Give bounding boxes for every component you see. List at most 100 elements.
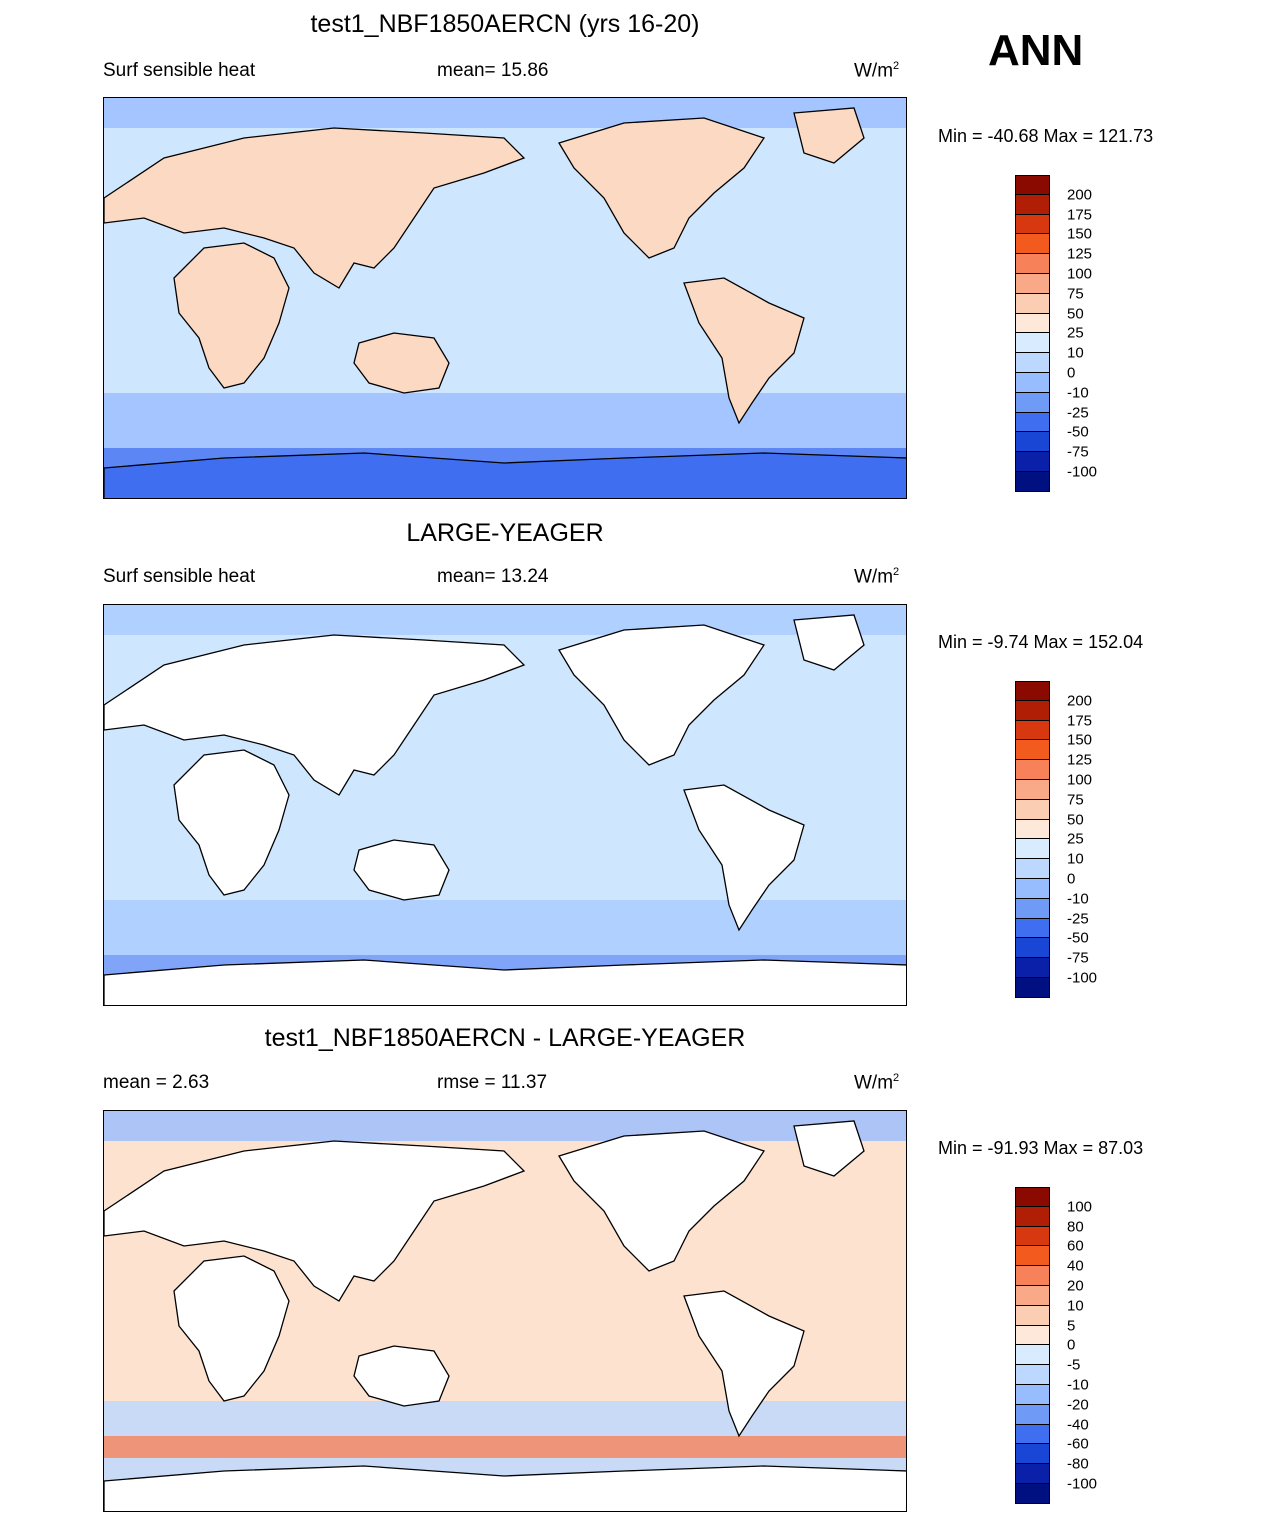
panel-2-map bbox=[103, 604, 907, 1006]
colorbar-box bbox=[1015, 799, 1050, 820]
colorbar-level-label: 50 bbox=[1067, 811, 1084, 829]
colorbar-level-label: -100 bbox=[1067, 463, 1098, 481]
panel-2-minmax: Min = -9.74 Max = 152.04 bbox=[938, 632, 1144, 652]
panel-1-colorbar: 200 175 150 125 100 75 50 25 10 0 -10 -25 -50 -75 -100 bbox=[1015, 175, 1097, 492]
colorbar-level-label: 25 bbox=[1067, 324, 1084, 342]
colorbar-level-label: -75 bbox=[1067, 443, 1089, 461]
field-band bbox=[104, 1111, 906, 1141]
colorbar-level-label: -40 bbox=[1067, 1416, 1089, 1434]
colorbar-box bbox=[1015, 740, 1050, 761]
panel-2-units: W/m2 bbox=[854, 566, 900, 588]
colorbar-box bbox=[1015, 432, 1050, 453]
colorbar-box bbox=[1015, 1325, 1050, 1346]
continent-outline bbox=[558, 1130, 766, 1272]
continent-outline bbox=[793, 107, 865, 164]
colorbar-box bbox=[1015, 1305, 1050, 1326]
colorbar-box bbox=[1015, 254, 1050, 274]
continent-outline bbox=[683, 277, 805, 425]
colorbar-level-label: 20 bbox=[1067, 1277, 1084, 1295]
colorbar-box bbox=[1015, 760, 1050, 780]
colorbar-level-label: -50 bbox=[1067, 423, 1089, 441]
colorbar-level-label: 200 bbox=[1067, 186, 1093, 204]
colorbar-level-label: 200 bbox=[1067, 692, 1093, 710]
colorbar-box bbox=[1015, 1286, 1050, 1306]
continent-outline bbox=[793, 614, 865, 671]
colorbar-level-label: -10 bbox=[1067, 384, 1089, 402]
continent-outline bbox=[173, 242, 290, 389]
colorbar-level-label: 25 bbox=[1067, 830, 1084, 848]
panel-1-minmax: Min = -40.68 Max = 121.73 bbox=[938, 126, 1154, 146]
colorbar-box bbox=[1015, 175, 1050, 195]
colorbar-level-label: 100 bbox=[1067, 1198, 1093, 1216]
colorbar-box bbox=[1015, 879, 1050, 899]
colorbar-box bbox=[1015, 859, 1050, 879]
continent-outline bbox=[104, 1140, 526, 1302]
colorbar-box bbox=[1015, 373, 1050, 393]
panel-3-minmax: Min = -91.93 Max = 87.03 bbox=[938, 1138, 1144, 1158]
colorbar-box bbox=[1015, 1424, 1050, 1445]
colorbar-level-label: 100 bbox=[1067, 265, 1093, 283]
colorbar-box bbox=[1015, 452, 1050, 472]
colorbar-level-label: 80 bbox=[1067, 1218, 1084, 1236]
colorbar-box bbox=[1015, 898, 1050, 919]
field-band bbox=[104, 605, 906, 635]
colorbar-level-label: -60 bbox=[1067, 1435, 1089, 1453]
panel-3-units: W/m2 bbox=[854, 1072, 900, 1094]
panel-3-colorbar: 100 80 60 40 20 10 5 0 -5 -10 -20 -40 -60 -80 -100 bbox=[1015, 1187, 1097, 1504]
panel-1-left-label: Surf sensible heat bbox=[103, 60, 256, 81]
colorbar-box bbox=[1015, 681, 1050, 701]
colorbar-level-label: 125 bbox=[1067, 245, 1093, 263]
continent-outline bbox=[558, 117, 766, 259]
continent-outline bbox=[173, 749, 290, 896]
panel-2-mean: mean= 13.24 bbox=[437, 566, 549, 587]
colorbar-box bbox=[1015, 353, 1050, 373]
panel-1-title: test1_NBF1850AERCN (yrs 16-20) bbox=[310, 10, 700, 38]
colorbar-box bbox=[1015, 293, 1050, 314]
colorbar-box bbox=[1015, 720, 1050, 741]
colorbar-box bbox=[1015, 938, 1050, 959]
colorbar-level-label: 5 bbox=[1067, 1317, 1076, 1335]
continent-outline bbox=[683, 1290, 805, 1438]
colorbar-box bbox=[1015, 1246, 1050, 1267]
continent-outline bbox=[104, 959, 906, 1005]
continent-outline bbox=[104, 1465, 906, 1511]
continent-outline bbox=[353, 332, 450, 394]
colorbar-level-label: 75 bbox=[1067, 791, 1084, 809]
colorbar-box bbox=[1015, 958, 1050, 978]
colorbar-box bbox=[1015, 1206, 1050, 1227]
continent-outline bbox=[353, 1345, 450, 1407]
colorbar-box bbox=[1015, 194, 1050, 215]
colorbar-box bbox=[1015, 214, 1050, 235]
colorbar-box bbox=[1015, 1187, 1050, 1207]
colorbar-level-label: 150 bbox=[1067, 731, 1093, 749]
panel-2-colorbar: 200 175 150 125 100 75 50 25 10 0 -10 -25 -50 -75 -100 bbox=[1015, 681, 1097, 998]
colorbar-level-label: -50 bbox=[1067, 929, 1089, 947]
colorbar-box bbox=[1015, 918, 1050, 939]
colorbar-level-label: -10 bbox=[1067, 890, 1089, 908]
colorbar-level-label: 150 bbox=[1067, 225, 1093, 243]
colorbar-box bbox=[1015, 234, 1050, 255]
colorbar-box bbox=[1015, 274, 1050, 294]
colorbar-box bbox=[1015, 412, 1050, 433]
continent-outline bbox=[353, 839, 450, 901]
colorbar-level-label: -100 bbox=[1067, 969, 1098, 987]
colorbar-level-label: -25 bbox=[1067, 910, 1089, 928]
colorbar-box bbox=[1015, 700, 1050, 721]
colorbar-box bbox=[1015, 1345, 1050, 1366]
season-label: ANN bbox=[988, 26, 1084, 75]
colorbar-box bbox=[1015, 1444, 1050, 1465]
panel-1-mean: mean= 15.86 bbox=[437, 60, 549, 81]
colorbar-level-label: 60 bbox=[1067, 1237, 1084, 1255]
continent-outline bbox=[104, 127, 526, 289]
field-band bbox=[104, 393, 906, 448]
colorbar-box bbox=[1015, 313, 1050, 334]
continent-outline bbox=[173, 1255, 290, 1402]
panel-2-title: LARGE-YEAGER bbox=[406, 519, 604, 547]
colorbar-box bbox=[1015, 839, 1050, 860]
colorbar-level-label: 50 bbox=[1067, 305, 1084, 323]
colorbar-level-label: 0 bbox=[1067, 1336, 1076, 1354]
colorbar-box bbox=[1015, 392, 1050, 413]
colorbar-level-label: 10 bbox=[1067, 1297, 1084, 1315]
colorbar-box bbox=[1015, 1385, 1050, 1405]
continent-outline bbox=[683, 784, 805, 932]
